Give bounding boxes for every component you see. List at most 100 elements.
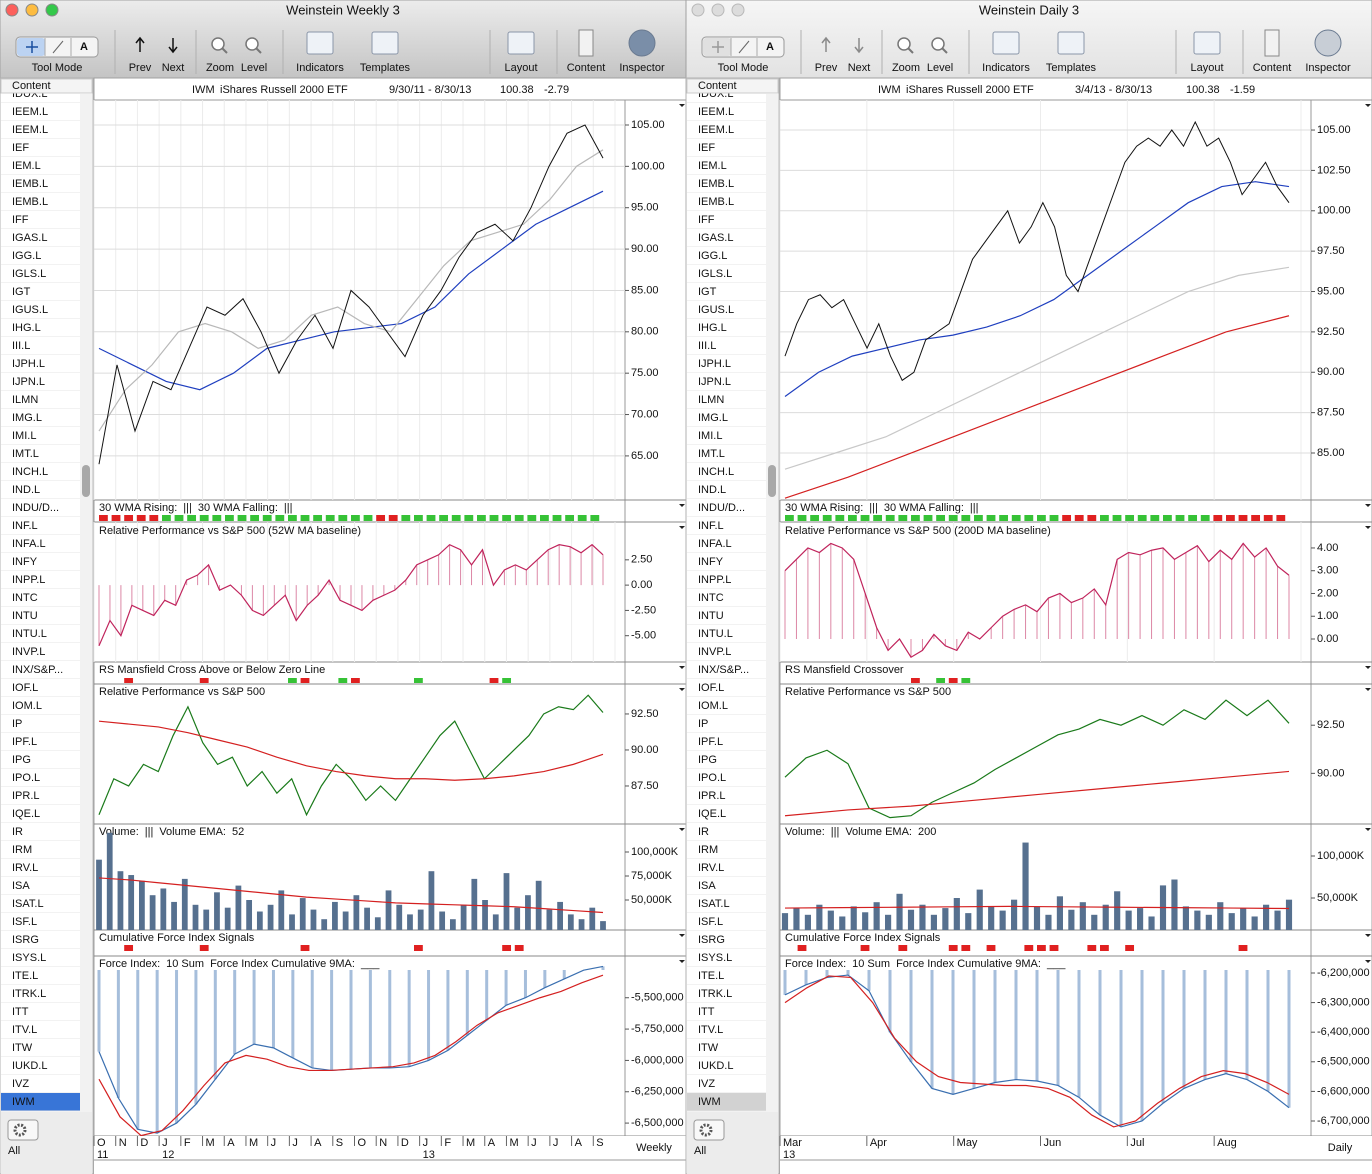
list-item[interactable]: IVZ bbox=[698, 1078, 715, 1090]
list-item[interactable]: IEMB.L bbox=[698, 196, 734, 208]
list-row[interactable] bbox=[687, 1093, 766, 1111]
list-item[interactable]: ITE.L bbox=[12, 970, 38, 982]
list-item[interactable]: III.L bbox=[12, 340, 30, 352]
list-row[interactable] bbox=[1, 625, 80, 643]
list-row[interactable] bbox=[687, 895, 766, 913]
list-row[interactable] bbox=[687, 787, 766, 805]
list-item[interactable]: IVZ bbox=[12, 1078, 29, 1090]
list-row[interactable] bbox=[687, 103, 766, 121]
list-item[interactable]: IEMB.L bbox=[698, 178, 734, 190]
list-item[interactable]: IFF bbox=[12, 214, 29, 226]
list-item[interactable]: INPP.L bbox=[12, 574, 45, 586]
list-row[interactable] bbox=[1, 877, 80, 895]
list-row[interactable] bbox=[687, 931, 766, 949]
list-item[interactable]: IHG.L bbox=[698, 322, 727, 334]
list-row[interactable] bbox=[687, 211, 766, 229]
list-row[interactable] bbox=[1, 319, 80, 337]
list-item[interactable]: ILMN bbox=[12, 394, 38, 406]
list-item[interactable]: INX/S&P... bbox=[698, 664, 749, 676]
list-row[interactable] bbox=[687, 373, 766, 391]
list-item[interactable]: IPR.L bbox=[12, 790, 40, 802]
list-item[interactable]: ITT bbox=[698, 1006, 715, 1018]
toolbar-label[interactable]: Inspector bbox=[619, 62, 665, 74]
period-label[interactable]: Weekly bbox=[636, 1142, 672, 1154]
list-item[interactable]: INTU.L bbox=[698, 628, 733, 640]
list-item[interactable]: IMG.L bbox=[698, 412, 728, 424]
list-item[interactable]: IR bbox=[698, 826, 709, 838]
panel-menu[interactable] bbox=[679, 526, 685, 529]
list-row[interactable] bbox=[1, 805, 80, 823]
panel-menu[interactable] bbox=[1365, 666, 1371, 669]
traffic-light[interactable] bbox=[731, 3, 745, 17]
list-item[interactable]: IOF.L bbox=[12, 682, 38, 694]
list-row[interactable] bbox=[1, 661, 80, 679]
list-item[interactable]: IUKD.L bbox=[698, 1060, 733, 1072]
list-row[interactable] bbox=[687, 589, 766, 607]
list-item[interactable]: ISYS.L bbox=[698, 952, 732, 964]
toolbar-label[interactable]: Templates bbox=[1046, 62, 1097, 74]
list-item[interactable]: IEF bbox=[12, 142, 29, 154]
list-item[interactable]: IGT bbox=[698, 286, 717, 298]
list-row[interactable] bbox=[687, 607, 766, 625]
list-item[interactable]: IPG bbox=[12, 754, 31, 766]
scrollbar-thumb[interactable] bbox=[82, 465, 90, 497]
list-row[interactable] bbox=[1, 931, 80, 949]
list-item[interactable]: IGAS.L bbox=[698, 232, 733, 244]
list-item[interactable]: ISYS.L bbox=[12, 952, 46, 964]
list-item[interactable]: IPF.L bbox=[12, 736, 37, 748]
list-item[interactable]: ISA bbox=[698, 880, 716, 892]
list-item[interactable]: IGT bbox=[12, 286, 31, 298]
toolbar-label[interactable]: Prev bbox=[129, 62, 152, 74]
list-row[interactable] bbox=[1, 787, 80, 805]
list-row[interactable] bbox=[1, 121, 80, 139]
list-row[interactable] bbox=[687, 823, 766, 841]
toolbar-label[interactable]: Indicators bbox=[296, 62, 344, 74]
list-row[interactable] bbox=[1, 841, 80, 859]
list-item[interactable]: ITT bbox=[12, 1006, 29, 1018]
list-item[interactable]: ITE.L bbox=[698, 970, 724, 982]
list-row[interactable] bbox=[687, 139, 766, 157]
list-item[interactable]: IMI.L bbox=[698, 430, 722, 442]
list-row[interactable] bbox=[1, 715, 80, 733]
list-row[interactable] bbox=[687, 535, 766, 553]
list-row[interactable] bbox=[687, 1039, 766, 1057]
list-row[interactable] bbox=[687, 499, 766, 517]
toolbar-label[interactable]: Zoom bbox=[206, 62, 234, 74]
list-item[interactable]: INCH.L bbox=[698, 466, 734, 478]
toolbar-label[interactable]: Content bbox=[567, 62, 606, 74]
list-row[interactable] bbox=[687, 1021, 766, 1039]
traffic-light[interactable] bbox=[691, 3, 705, 17]
list-item[interactable]: IPO.L bbox=[12, 772, 40, 784]
list-row[interactable] bbox=[1, 517, 80, 535]
list-row[interactable] bbox=[1, 643, 80, 661]
list-item[interactable]: IUKD.L bbox=[12, 1060, 47, 1072]
list-row[interactable] bbox=[1, 1021, 80, 1039]
list-row[interactable] bbox=[1, 247, 80, 265]
toolbar-label[interactable]: Next bbox=[848, 62, 871, 74]
list-row[interactable] bbox=[687, 355, 766, 373]
list-item[interactable]: IEM.L bbox=[698, 160, 727, 172]
gear-button[interactable] bbox=[7, 1119, 39, 1141]
list-row[interactable] bbox=[1, 571, 80, 589]
list-item[interactable]: ISAT.L bbox=[12, 898, 44, 910]
toolbar-label[interactable]: Level bbox=[927, 62, 953, 74]
list-row[interactable] bbox=[1, 355, 80, 373]
list-row[interactable] bbox=[687, 409, 766, 427]
toolbar-label[interactable]: Layout bbox=[504, 62, 537, 74]
list-item[interactable]: INX/S&P... bbox=[12, 664, 63, 676]
list-row[interactable] bbox=[687, 1057, 766, 1075]
toolbar-label[interactable]: Next bbox=[162, 62, 185, 74]
list-item[interactable]: INTC bbox=[12, 592, 38, 604]
list-item[interactable]: IEMB.L bbox=[12, 196, 48, 208]
panel-menu[interactable] bbox=[679, 104, 685, 107]
list-row[interactable] bbox=[687, 193, 766, 211]
list-item[interactable]: ILMN bbox=[698, 394, 724, 406]
list-row[interactable] bbox=[687, 949, 766, 967]
list-row[interactable] bbox=[687, 805, 766, 823]
list-row[interactable] bbox=[687, 661, 766, 679]
list-item[interactable]: IGAS.L bbox=[12, 232, 47, 244]
list-row[interactable] bbox=[1, 895, 80, 913]
list-item[interactable]: IEEM.L bbox=[12, 124, 48, 136]
list-item[interactable]: IWM bbox=[698, 1096, 721, 1108]
list-row[interactable] bbox=[687, 553, 766, 571]
